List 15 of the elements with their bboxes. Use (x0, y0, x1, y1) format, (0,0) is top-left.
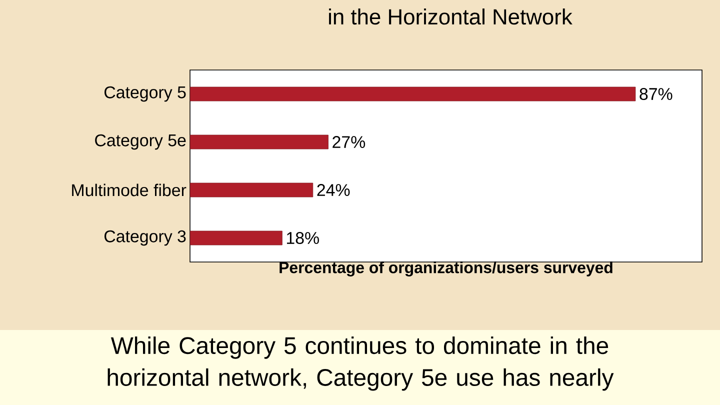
y-tick-label: Category 3 (104, 230, 186, 246)
data-label: 27% (332, 136, 366, 148)
text: While Category 5 continues to dominate in the horizontal network, Category 5e use has nearly (108, 336, 614, 391)
y-tick-label: Category 5 (104, 86, 186, 102)
y-tick-label: Category 5e (95, 134, 186, 150)
chart-title: in the Horizontal Network (329, 8, 572, 25)
y-tick-label: Multimode fiber (72, 184, 186, 196)
data-label: 87% (640, 88, 672, 100)
x-axis-title: Percentage of organizations/users surveyed (280, 262, 612, 276)
bar (190, 182, 314, 198)
bar (190, 230, 282, 246)
data-label: 18% (286, 232, 319, 244)
data-label: 24% (317, 184, 350, 196)
bar (190, 86, 636, 102)
bar (190, 134, 328, 150)
